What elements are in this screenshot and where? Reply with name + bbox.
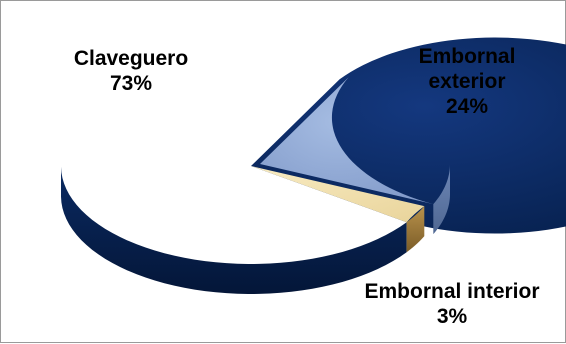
slice-percent-label: 3%: [437, 305, 468, 328]
slice-category-label: Claveguero: [74, 47, 188, 70]
data-label-claveguero: Claveguero 73%: [74, 47, 188, 95]
pie-slice-side: [61, 166, 407, 294]
pie-slice-top: [260, 77, 434, 205]
pie-slice-side: [406, 206, 425, 253]
pie-slice-embornal-exterior: [260, 77, 450, 235]
data-label-embornal-exterior: Embornal exterior 24%: [419, 45, 516, 118]
slice-percent-label: 73%: [110, 72, 152, 95]
pie-slice-top: [251, 166, 425, 223]
data-label-embornal-interior: Embornal interior 3%: [364, 280, 539, 328]
pie-slice-embornal-interior: [251, 166, 425, 253]
slice-category-label: exterior: [428, 70, 505, 93]
slice-category-label: Embornal interior: [364, 280, 539, 303]
slice-category-label: Embornal: [419, 45, 516, 68]
pie-slice-side: [433, 164, 450, 235]
slice-percent-label: 24%: [446, 95, 488, 118]
